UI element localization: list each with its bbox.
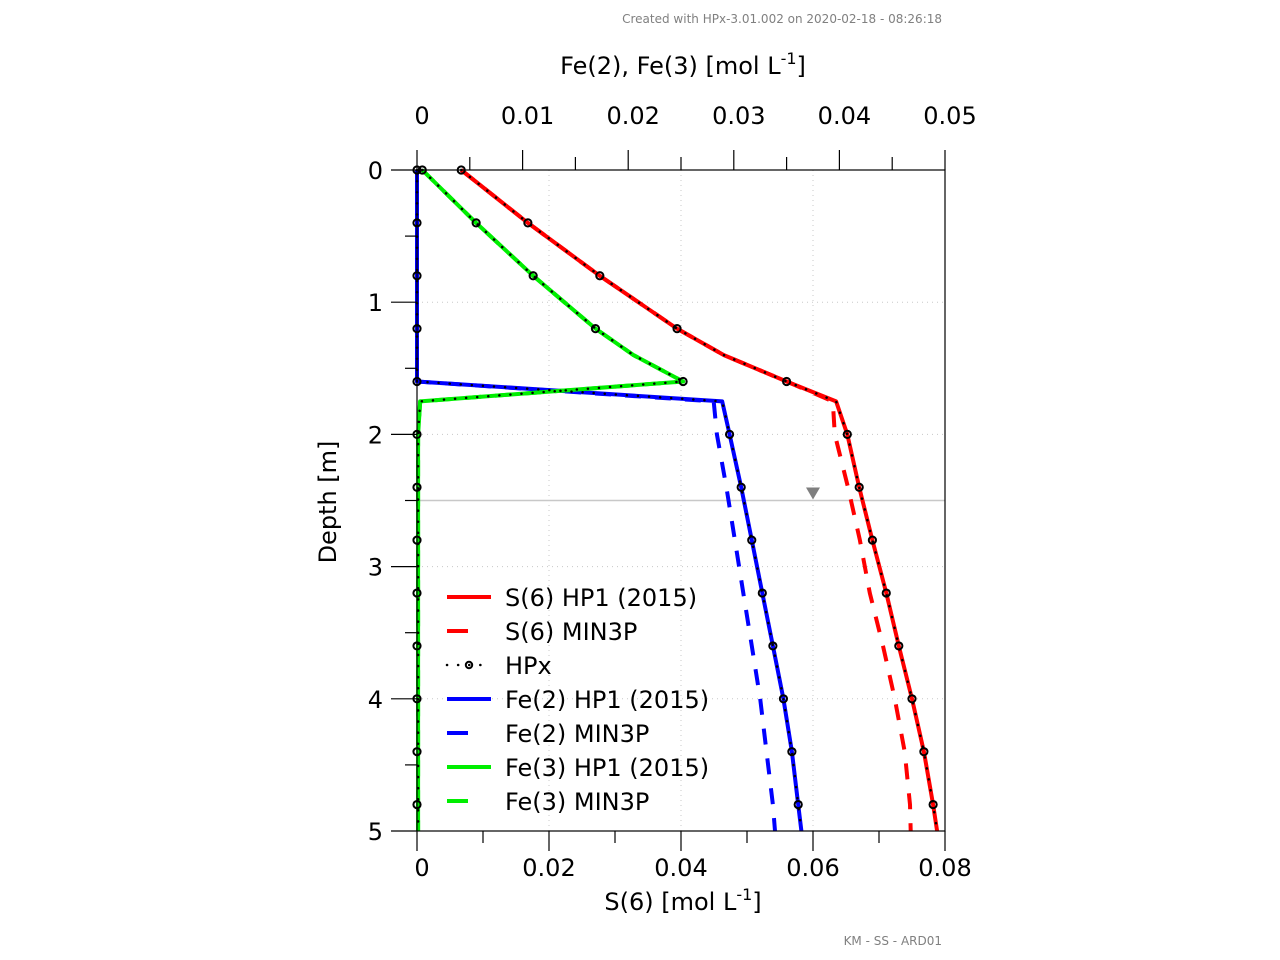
series-line-5 [416, 168, 686, 831]
legend-item: Fe(3) HP1 (2015) [447, 754, 709, 782]
left-tick-label: 2 [368, 421, 383, 449]
legend: S(6) HP1 (2015) S(6) MIN3P HPx Fe(2) HP1 (2… [445, 584, 709, 816]
top-axis-title: Fe(2), Fe(3) [mol L-1] [560, 49, 806, 80]
hpx-marker-s6 [523, 218, 533, 228]
axes-group: 0 0.02 0.04 0.06 0.08 0 0.01 0.02 0.03 0.04 0.05 0 1… [368, 102, 977, 882]
legend-label: Fe(2) MIN3P [505, 720, 649, 748]
legend-label: S(6) HP1 (2015) [505, 584, 697, 612]
series-line-3 [415, 170, 777, 832]
hpx-marker-s6 [881, 588, 891, 598]
hpx-marker-fe2 [778, 694, 789, 704]
hpx-marker-s6 [842, 429, 852, 439]
hpx-marker-s6 [907, 694, 917, 704]
hpx-marker-fe3 [471, 218, 481, 228]
legend-item: Fe(2) MIN3P [447, 720, 649, 748]
hpx-dotted-line-s6 [459, 168, 939, 833]
top-tick-label: 0 [414, 102, 429, 130]
top-tick-label: 0.05 [923, 102, 976, 130]
bottom-axis-title: S(6) [mol L-1] [604, 885, 761, 916]
hpx-marker-fe2 [757, 588, 767, 598]
legend-label: Fe(3) HP1 (2015) [505, 754, 709, 782]
hpx-marker-fe3 [590, 324, 601, 334]
footer-code-text: KM - SS - ARD01 [844, 934, 942, 948]
legend-label: Fe(3) MIN3P [505, 788, 649, 816]
hpx-marker-s6 [672, 324, 682, 334]
legend-item: S(6) HP1 (2015) [447, 584, 697, 612]
bottom-tick-label: 0.04 [654, 854, 707, 882]
left-tick-label: 1 [368, 289, 383, 317]
bottom-tick-label: 0.08 [918, 854, 971, 882]
hpx-marker-s6 [867, 535, 878, 545]
y-axis-title: Depth [m] [314, 441, 342, 564]
left-tick-label: 4 [368, 686, 383, 714]
hpx-marker-fe2 [793, 799, 803, 810]
hpx-marker-s6 [928, 799, 938, 810]
hpx-marker-s6 [782, 376, 792, 387]
hpx-marker-fe2 [736, 482, 746, 492]
created-with-text: Created with HPx-3.01.002 on 2020-02-18 … [622, 12, 942, 26]
left-tick-label: 0 [368, 157, 383, 185]
legend-label: Fe(2) HP1 (2015) [505, 686, 709, 714]
hpx-marker-fe2 [747, 535, 757, 545]
water-table [417, 487, 945, 502]
hpx-marker-fe2 [724, 429, 735, 439]
water-table-triangle-icon [806, 487, 820, 500]
hpx-marker-fe3 [528, 271, 538, 281]
hpx-marker-s6 [854, 482, 864, 492]
bottom-tick-label: 0.06 [786, 854, 839, 882]
hpx-marker-s6 [595, 271, 605, 281]
legend-marker-circle [464, 660, 474, 670]
top-tick-label: 0.02 [606, 102, 659, 130]
hpx-marker-s6 [919, 747, 929, 757]
hpx-marker-fe2 [787, 747, 797, 757]
hpx-series-group [412, 165, 939, 833]
top-tick-label: 0.01 [501, 102, 554, 130]
legend-item: Fe(3) MIN3P [447, 788, 649, 816]
legend-item: S(6) MIN3P [447, 618, 637, 646]
top-tick-label: 0.03 [712, 102, 765, 130]
hpx-marker-fe2 [768, 641, 778, 651]
hpx-marker-fe3 [678, 376, 688, 387]
hpx-marker-s6 [894, 641, 904, 651]
legend-label: S(6) MIN3P [505, 618, 637, 646]
bottom-tick-label: 0.02 [522, 854, 575, 882]
legend-item: HPx [445, 652, 552, 680]
hpx-dotted-line-fe2 [415, 168, 803, 833]
legend-item: Fe(2) HP1 (2015) [447, 686, 709, 714]
left-tick-label: 3 [368, 554, 383, 582]
bottom-tick-label: 0 [414, 854, 429, 882]
legend-label: HPx [505, 652, 552, 680]
left-tick-label: 5 [368, 818, 383, 846]
top-tick-label: 0.04 [818, 102, 871, 130]
